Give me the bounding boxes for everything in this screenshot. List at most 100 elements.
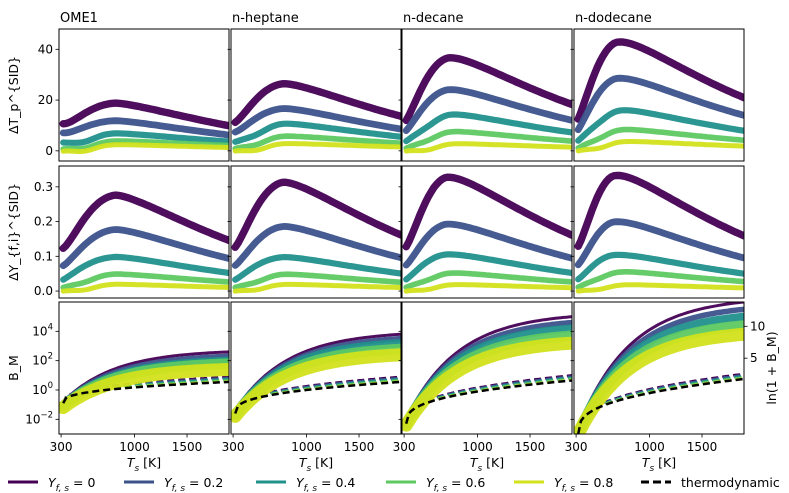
y-axis-label-dYf: ΔY_{f,i}^{SID} xyxy=(6,183,21,281)
series-line-0 xyxy=(231,79,401,127)
panel-frame xyxy=(58,165,230,299)
series-line-0 xyxy=(574,171,744,250)
column-title-2: n-decane xyxy=(403,11,464,26)
right-tick-label: 5 xyxy=(750,351,758,365)
y-tick-label: 100 xyxy=(32,381,53,397)
x-tick-label: 1000 xyxy=(462,440,493,454)
x-axis-label: Ts [K] xyxy=(470,455,504,474)
series-line-2 xyxy=(403,111,572,145)
series-line-1 xyxy=(231,105,401,136)
panel-dTp-1 xyxy=(227,28,402,162)
column-title-3: n-dodecane xyxy=(575,11,652,26)
panel-dYf-3 xyxy=(570,165,745,299)
column-title-0: OME1 xyxy=(60,11,98,26)
x-tick-label: 1500 xyxy=(344,440,375,454)
series-line-3 xyxy=(575,126,744,151)
panel-dTp-3 xyxy=(570,28,745,162)
legend-label: Yf, s = 0.4 xyxy=(296,475,355,493)
thermo-series-line-3 xyxy=(62,379,229,404)
x-tick-label: 1500 xyxy=(172,440,203,454)
legend-label: Yf, s = 0.8 xyxy=(554,475,613,493)
series-line-2 xyxy=(60,130,229,146)
panel-frame xyxy=(401,301,573,435)
series-line-4 xyxy=(574,327,744,434)
series-line-4 xyxy=(575,139,744,154)
series-line-1 xyxy=(59,117,229,139)
panel-frame xyxy=(573,301,745,435)
x-tick-label: 1000 xyxy=(119,440,150,454)
panel-dTp-0: 0 20 40 xyxy=(38,28,230,162)
series-line-2 xyxy=(403,251,572,283)
series-line-3 xyxy=(60,271,229,291)
series-line-4 xyxy=(231,348,401,423)
series-line-1 xyxy=(402,220,572,269)
panel-frame xyxy=(573,165,745,299)
y-tick-label: 0.0 xyxy=(34,284,53,298)
panel-frame xyxy=(401,28,573,162)
panel-frame xyxy=(230,28,402,162)
legend-label: Yf, s = 0.2 xyxy=(164,475,223,493)
panel-frame xyxy=(230,301,402,435)
series-line-4 xyxy=(60,142,229,154)
panel-BM-3: 300 1000 1500 Ts [K] xyxy=(565,301,745,474)
x-axis-label: Ts [K] xyxy=(299,455,333,474)
series-line-2 xyxy=(232,120,401,145)
series-line-3 xyxy=(232,271,401,291)
series-line-2 xyxy=(232,253,401,283)
x-tick-label: 300 xyxy=(50,440,73,454)
series-line-4 xyxy=(403,141,572,154)
x-tick-label: 1500 xyxy=(515,440,546,454)
series-line-3 xyxy=(232,133,401,152)
x-tick-label: 1500 xyxy=(687,440,718,454)
series-line-3 xyxy=(403,270,572,291)
thermo-line xyxy=(576,377,744,434)
thermo-line xyxy=(234,380,401,414)
y-axis-label-dTp: ΔT_p^{SID} xyxy=(6,56,21,134)
series-line-0 xyxy=(59,99,229,130)
panel-frame xyxy=(58,28,230,162)
series-line-2 xyxy=(575,251,744,283)
y-tick-label: 104 xyxy=(32,322,53,338)
series-line-4 xyxy=(575,282,744,294)
panel-frame xyxy=(230,165,402,299)
series-line-1 xyxy=(231,222,401,269)
series-line-4 xyxy=(402,336,572,432)
x-axis-label: Ts [K] xyxy=(127,455,161,474)
x-tick-label: 300 xyxy=(393,440,416,454)
series-line-0 xyxy=(59,191,229,252)
series-line-4 xyxy=(232,141,401,154)
y-tick-label: 40 xyxy=(38,42,53,56)
series-line-0 xyxy=(402,53,572,125)
legend: Yf, s = 0 Yf, s = 0.2 Yf, s = 0.4 Yf, s = 0… xyxy=(8,475,780,493)
y-tick-label: 10−2 xyxy=(25,410,53,426)
panel-frame xyxy=(401,165,573,299)
panel-dTp-2 xyxy=(398,28,573,162)
panel-dYf-1 xyxy=(227,165,402,299)
series-line-1 xyxy=(59,226,229,270)
panel-frame xyxy=(58,301,230,435)
x-tick-label: 300 xyxy=(222,440,245,454)
series-line-4 xyxy=(232,281,401,294)
panel-BM-2: 300 1000 1500 Ts [K] xyxy=(393,301,573,474)
y-tick-label: 0.3 xyxy=(34,180,53,194)
series-line-4 xyxy=(60,281,229,294)
series-line-2 xyxy=(575,107,744,144)
panel-BM-0: 10−2 100 102 104 300 1000 1500 Ts [K] xyxy=(25,301,230,474)
series-line-2 xyxy=(60,253,229,283)
thermo-line xyxy=(404,379,572,425)
panel-frame xyxy=(573,28,745,162)
y-tick-label: 102 xyxy=(32,352,53,368)
legend-label: Yf, s = 0 xyxy=(48,475,95,493)
series-line-0 xyxy=(574,38,744,123)
y-tick-label: 0 xyxy=(45,144,53,158)
right-tick-label: 10 xyxy=(750,319,765,333)
panel-dYf-2 xyxy=(398,165,573,299)
legend-label: thermodynamic xyxy=(681,475,780,490)
x-tick-label: 1000 xyxy=(634,440,665,454)
series-line-4 xyxy=(59,363,229,415)
x-tick-label: 300 xyxy=(565,440,588,454)
series-line-0 xyxy=(402,173,572,251)
panel-dYf-0: 0.0 0.1 0.2 0.3 xyxy=(34,165,230,299)
column-title-1: n-heptane xyxy=(232,11,299,26)
